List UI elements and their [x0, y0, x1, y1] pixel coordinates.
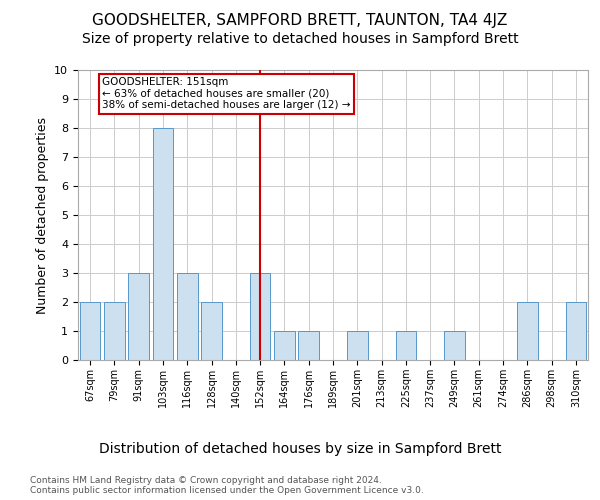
Text: GOODSHELTER: 151sqm
← 63% of detached houses are smaller (20)
38% of semi-detach: GOODSHELTER: 151sqm ← 63% of detached ho… — [102, 77, 351, 110]
Bar — [80, 302, 100, 360]
Bar — [395, 331, 416, 360]
Text: Distribution of detached houses by size in Sampford Brett: Distribution of detached houses by size … — [99, 442, 501, 456]
Bar — [298, 331, 319, 360]
Bar — [347, 331, 368, 360]
Bar — [250, 273, 271, 360]
Text: Size of property relative to detached houses in Sampford Brett: Size of property relative to detached ho… — [82, 32, 518, 46]
Bar — [201, 302, 222, 360]
Bar — [444, 331, 465, 360]
Bar — [152, 128, 173, 360]
Bar — [104, 302, 125, 360]
Bar — [177, 273, 197, 360]
Text: GOODSHELTER, SAMPFORD BRETT, TAUNTON, TA4 4JZ: GOODSHELTER, SAMPFORD BRETT, TAUNTON, TA… — [92, 12, 508, 28]
Y-axis label: Number of detached properties: Number of detached properties — [36, 116, 49, 314]
Bar — [566, 302, 586, 360]
Bar — [128, 273, 149, 360]
Bar — [274, 331, 295, 360]
Text: Contains HM Land Registry data © Crown copyright and database right 2024.
Contai: Contains HM Land Registry data © Crown c… — [30, 476, 424, 495]
Bar — [517, 302, 538, 360]
